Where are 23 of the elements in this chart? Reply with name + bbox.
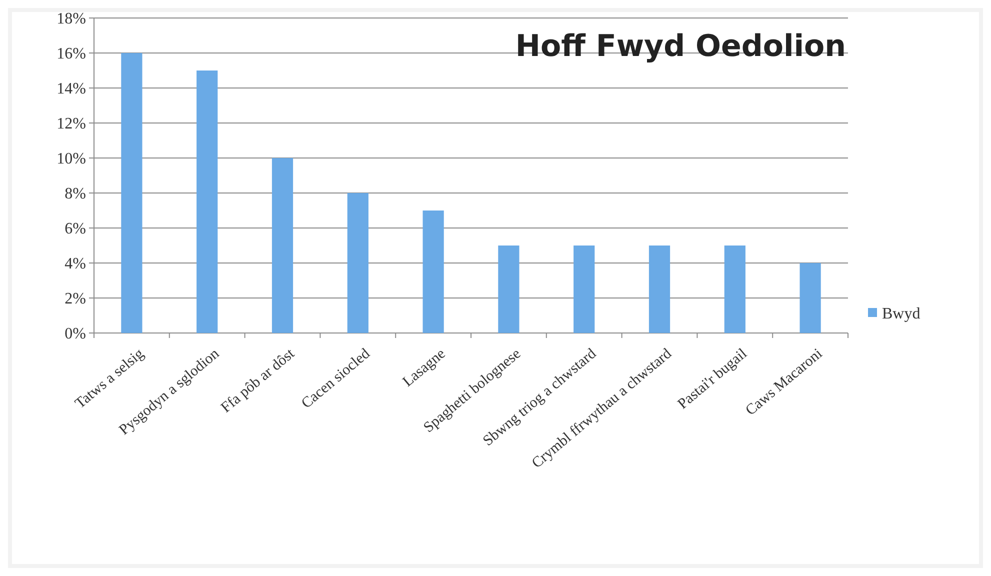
bar: [121, 53, 142, 333]
y-tick-label: 0%: [64, 326, 86, 343]
y-tick-label: 14%: [56, 80, 86, 98]
y-tick-label: 4%: [64, 256, 86, 273]
y-tick-label: 2%: [64, 290, 86, 308]
y-tick-label: 18%: [56, 10, 86, 28]
legend-label: Bwyd: [882, 306, 920, 323]
y-tick-label: 10%: [56, 150, 86, 168]
bar: [800, 263, 821, 333]
bar: [196, 70, 218, 333]
chart-title: Hoff Fwyd Oedolion: [515, 29, 846, 64]
y-tick-label: 16%: [56, 46, 86, 63]
y-tick-label: 6%: [64, 220, 86, 238]
bar: [422, 210, 444, 333]
x-tick-label: Ffa pôb ar dôst: [218, 345, 298, 416]
bar: [347, 193, 368, 333]
bar: [648, 246, 670, 333]
y-tick-label: 12%: [56, 116, 86, 133]
bar: [574, 246, 595, 333]
y-tick-label: 8%: [64, 186, 86, 203]
bar: [498, 246, 520, 333]
bar: [724, 246, 746, 333]
bar: [272, 158, 294, 333]
